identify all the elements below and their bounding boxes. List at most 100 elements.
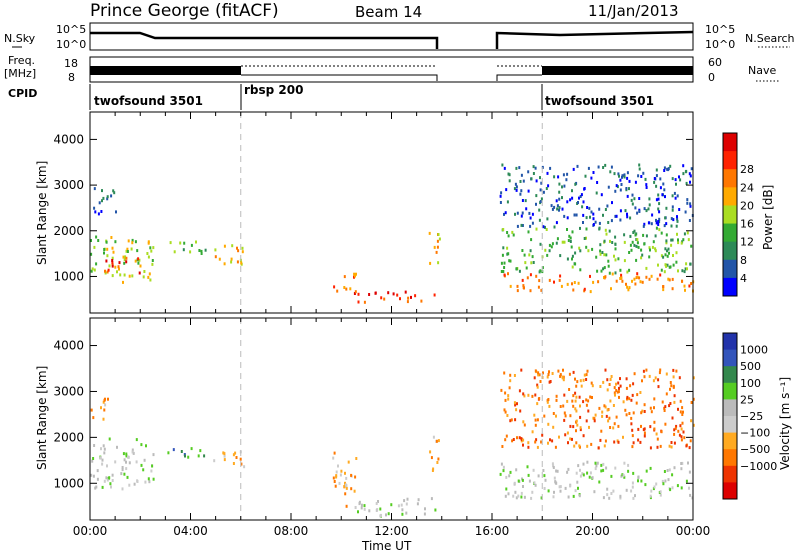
power-cell bbox=[671, 238, 674, 242]
power-cell bbox=[106, 254, 109, 258]
power-cell bbox=[667, 247, 670, 251]
velocity-cell bbox=[572, 404, 575, 408]
power-cell bbox=[530, 238, 533, 242]
power-cell bbox=[640, 175, 643, 178]
velocity-cell bbox=[640, 424, 642, 428]
power-cell bbox=[664, 247, 667, 251]
velocity-cell bbox=[632, 411, 635, 415]
power-cell bbox=[104, 271, 107, 275]
velocity-cell bbox=[435, 439, 438, 443]
velocity-cell bbox=[127, 455, 129, 459]
velocity-cell bbox=[591, 396, 593, 399]
velocity-cell bbox=[580, 384, 583, 388]
velocity-cell bbox=[516, 402, 518, 406]
freq-trace-b bbox=[496, 74, 542, 81]
velocity-cell bbox=[650, 489, 653, 493]
velocity-cell bbox=[343, 485, 346, 488]
power-cell bbox=[535, 194, 538, 198]
nsky-tick-top: 10^5 bbox=[56, 23, 86, 36]
power-cell bbox=[437, 233, 440, 236]
power-cell bbox=[636, 272, 639, 276]
velocity-cell bbox=[671, 486, 674, 490]
time-axis: 00:00 04:00 08:00 12:00 16:00 20:00 00:00 bbox=[73, 524, 711, 538]
power-cell bbox=[368, 293, 371, 296]
power-cell bbox=[676, 194, 679, 198]
power-cell bbox=[631, 279, 633, 283]
velocity-cell bbox=[676, 484, 679, 488]
velocity-cell bbox=[353, 489, 356, 493]
power-cell bbox=[407, 296, 410, 300]
power-cell bbox=[634, 282, 637, 286]
power-cell bbox=[198, 249, 201, 252]
power-cell bbox=[566, 282, 569, 286]
power-cell bbox=[535, 227, 538, 231]
power-cell bbox=[353, 272, 356, 276]
power-cell bbox=[658, 217, 661, 221]
power-cell bbox=[634, 180, 637, 184]
velocity-cell bbox=[401, 508, 404, 512]
power-cell bbox=[606, 204, 609, 208]
power-cell bbox=[681, 269, 684, 273]
power-cell bbox=[355, 272, 357, 276]
velocity-cell bbox=[666, 469, 669, 472]
velocity-cell bbox=[669, 387, 671, 391]
velocity-cell bbox=[504, 438, 507, 442]
velocity-cell bbox=[597, 446, 600, 450]
power-cell bbox=[520, 223, 523, 227]
velocity-cell bbox=[578, 395, 581, 399]
power-cell bbox=[607, 259, 610, 263]
power-cell bbox=[583, 237, 586, 240]
power-cell bbox=[657, 193, 660, 197]
power-cell bbox=[410, 295, 412, 299]
power-region-8 bbox=[503, 272, 695, 294]
velocity-cell bbox=[502, 465, 505, 469]
velocity-cell bbox=[602, 468, 605, 472]
power-cell bbox=[90, 239, 92, 242]
power-cell bbox=[690, 167, 693, 171]
velocity-cell bbox=[542, 469, 545, 472]
velocity-cell bbox=[575, 395, 578, 399]
velocity-cell bbox=[401, 512, 404, 516]
power-cell bbox=[179, 241, 182, 245]
velocity-cell bbox=[659, 444, 662, 448]
velocity-cell bbox=[437, 457, 440, 461]
velocity-cell bbox=[613, 422, 616, 426]
power-cell bbox=[563, 240, 566, 244]
power-cell bbox=[95, 262, 98, 266]
power-colorbar-swatch-2 bbox=[723, 169, 737, 188]
time-tick-label-4: 16:00 bbox=[475, 524, 510, 538]
velocity-cell bbox=[552, 464, 555, 468]
velocity-cell bbox=[108, 476, 111, 480]
velocity-cell bbox=[121, 487, 124, 491]
power-cell bbox=[686, 198, 689, 202]
velocity-cell bbox=[516, 436, 518, 440]
velocity-cell bbox=[533, 413, 536, 417]
power-cell bbox=[615, 184, 618, 188]
velocity-cell bbox=[102, 417, 105, 421]
power-cell bbox=[93, 206, 96, 210]
velocity-cell bbox=[656, 445, 659, 449]
power-cell bbox=[682, 238, 685, 242]
power-cell bbox=[112, 250, 115, 254]
velocity-cell bbox=[653, 427, 656, 431]
velocity-cell bbox=[613, 440, 616, 444]
power-cell bbox=[566, 257, 569, 261]
power-cell bbox=[665, 239, 668, 243]
power-cell bbox=[573, 281, 576, 284]
power-cell bbox=[625, 187, 628, 190]
velocity-cell bbox=[184, 454, 186, 458]
power-cell bbox=[565, 178, 568, 182]
power-cell bbox=[558, 197, 561, 201]
power-cell bbox=[610, 219, 613, 223]
velocity-cell bbox=[653, 406, 655, 410]
velocity-cell bbox=[604, 368, 607, 372]
power-cell bbox=[560, 284, 563, 288]
power-cell bbox=[108, 264, 111, 268]
power-cell bbox=[114, 265, 117, 269]
power-cell bbox=[571, 254, 574, 258]
velocity-cell bbox=[617, 390, 620, 394]
power-cell bbox=[540, 181, 543, 185]
power-cell bbox=[676, 217, 679, 221]
power-cell bbox=[558, 278, 561, 282]
velocity-cell bbox=[576, 480, 579, 484]
